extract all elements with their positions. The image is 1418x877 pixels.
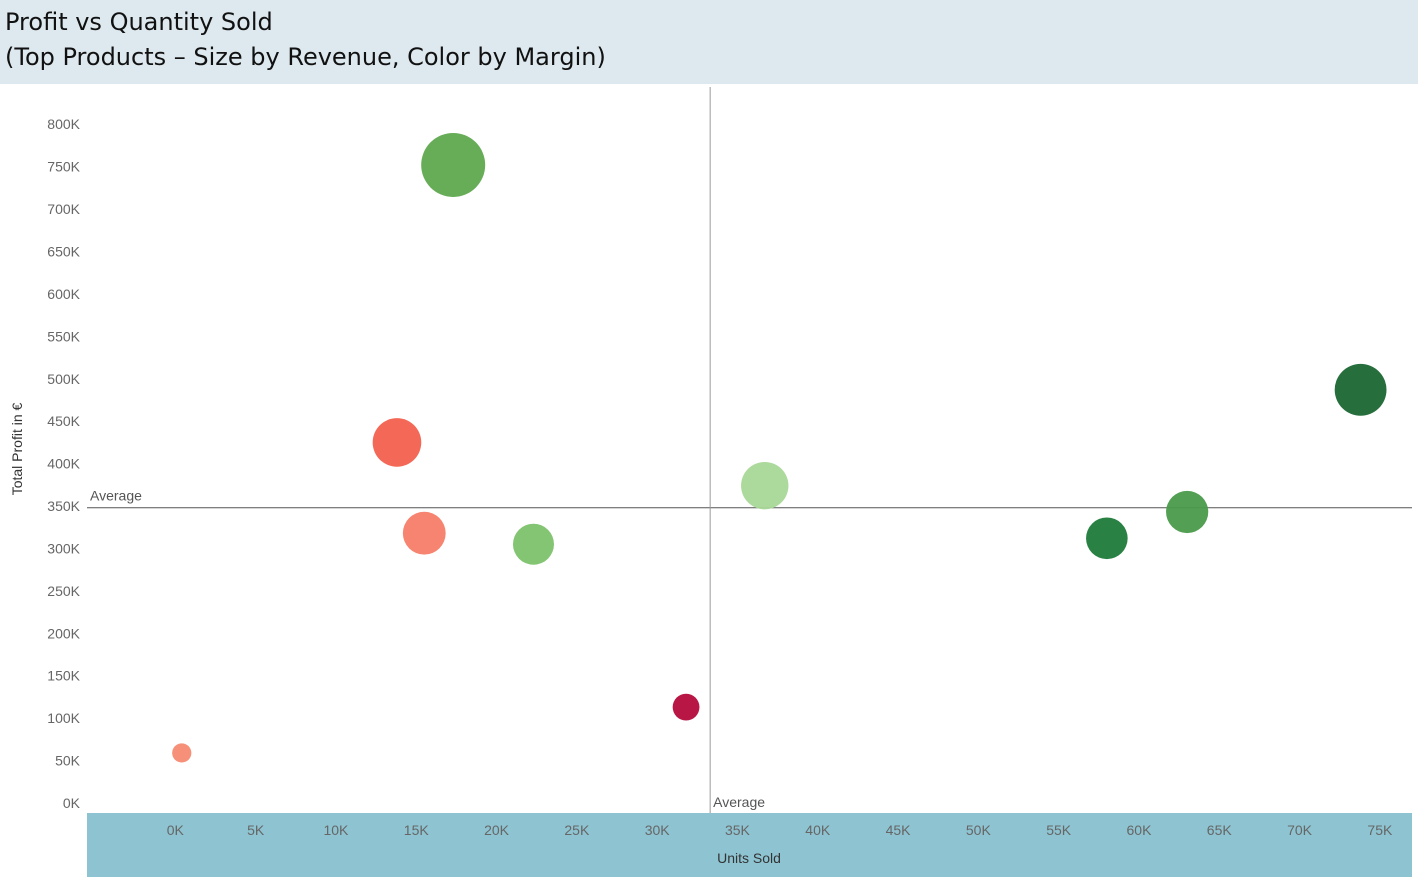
- data-point[interactable]: [1334, 363, 1387, 416]
- x-tick-label: 75K: [1367, 822, 1393, 838]
- y-tick-label: 200K: [47, 625, 80, 641]
- x-tick-label: 15K: [404, 822, 430, 838]
- x-tick-label: 50K: [966, 822, 992, 838]
- data-point[interactable]: [512, 523, 554, 565]
- x-axis-title: Units Sold: [717, 850, 781, 866]
- y-tick-label: 750K: [47, 159, 80, 175]
- data-point[interactable]: [372, 418, 422, 467]
- data-point[interactable]: [1166, 490, 1209, 534]
- y-tick-label: 600K: [47, 286, 80, 302]
- y-tick-label: 650K: [47, 243, 80, 259]
- y-tick-label: 0K: [63, 795, 81, 811]
- y-tick-label: 150K: [47, 668, 80, 684]
- chart-title: Profit vs Quantity Sold: [5, 8, 273, 36]
- y-tick-label: 250K: [47, 583, 80, 599]
- data-point[interactable]: [402, 511, 446, 555]
- y-axis-ticks: 0K 50K 100K 150K 200K 250K 300K 350K 400K 450K 500…: [47, 116, 80, 811]
- y-tick-label: 450K: [47, 413, 80, 429]
- title-band: Profit vs Quantity Sold (Top Products – …: [0, 0, 1418, 84]
- x-tick-label: 35K: [725, 822, 751, 838]
- chart-subtitle: (Top Products – Size by Revenue, Color b…: [5, 43, 606, 71]
- data-point[interactable]: [672, 693, 700, 721]
- data-point[interactable]: [421, 132, 486, 197]
- x-tick-label: 40K: [805, 822, 831, 838]
- x-average-label: Average: [713, 794, 765, 810]
- data-points: [172, 132, 1387, 763]
- x-tick-label: 5K: [247, 822, 265, 838]
- x-tick-label: 65K: [1207, 822, 1233, 838]
- x-tick-label: 70K: [1287, 822, 1313, 838]
- y-tick-label: 550K: [47, 328, 80, 344]
- y-tick-label: 700K: [47, 201, 80, 217]
- y-tick-label: 800K: [47, 116, 80, 132]
- y-tick-label: 100K: [47, 710, 80, 726]
- y-tick-label: 300K: [47, 540, 80, 556]
- data-point[interactable]: [1086, 517, 1128, 560]
- x-tick-label: 25K: [564, 822, 590, 838]
- y-tick-label: 50K: [55, 753, 81, 769]
- x-tick-label: 0K: [167, 822, 185, 838]
- x-tick-label: 60K: [1127, 822, 1153, 838]
- x-tick-label: 55K: [1046, 822, 1072, 838]
- y-tick-label: 350K: [47, 498, 80, 514]
- data-point[interactable]: [172, 743, 192, 763]
- y-average-label: Average: [90, 488, 142, 504]
- reference-lines: Average Average: [87, 87, 1412, 813]
- x-axis-ticks: 0K 5K 10K 15K 20K 25K 30K 35K 40K 45K 50K 55K 60K 65K…: [167, 822, 1393, 838]
- x-axis-band: [87, 813, 1412, 877]
- x-tick-label: 30K: [645, 822, 671, 838]
- y-tick-label: 400K: [47, 456, 80, 472]
- x-tick-label: 20K: [484, 822, 510, 838]
- x-tick-label: 10K: [323, 822, 349, 838]
- y-axis-title: Total Profit in €: [9, 402, 25, 495]
- data-point[interactable]: [741, 461, 789, 510]
- y-tick-label: 500K: [47, 371, 80, 387]
- x-tick-label: 45K: [886, 822, 912, 838]
